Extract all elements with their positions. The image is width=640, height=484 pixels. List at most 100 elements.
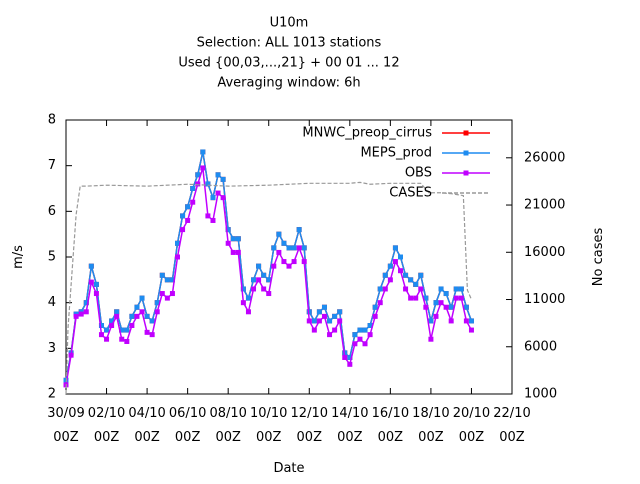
point (316, 318, 322, 324)
x-tick-label: 20/10 00Z (453, 406, 490, 445)
point (164, 295, 170, 301)
point (185, 217, 191, 223)
point (327, 318, 333, 324)
point (169, 277, 175, 283)
x-tick-label: 08/10 00Z (209, 406, 246, 445)
point (83, 300, 89, 306)
point (109, 323, 115, 328)
point (104, 336, 110, 342)
point (316, 309, 322, 315)
point (433, 313, 439, 319)
point (362, 327, 368, 333)
point (180, 227, 186, 233)
point (418, 272, 424, 278)
point (134, 313, 140, 319)
x-tick-label: 02/10 00Z (88, 406, 125, 445)
point (403, 286, 409, 292)
point (139, 309, 145, 315)
point (215, 190, 221, 196)
point (443, 291, 449, 297)
point (190, 199, 196, 205)
point (382, 286, 388, 292)
point (225, 227, 231, 233)
point (261, 272, 267, 278)
point (423, 304, 429, 310)
point (276, 249, 282, 255)
point (109, 318, 115, 324)
point (311, 318, 317, 324)
point (276, 231, 282, 237)
legend-label: MNWC_preop_cirrus (302, 126, 432, 141)
point (169, 291, 175, 297)
point (392, 259, 398, 265)
x-tick-label: 22/10 00Z (493, 406, 530, 445)
x-tick-label: 12/10 00Z (291, 406, 328, 445)
point (210, 217, 216, 223)
point (362, 341, 368, 347)
point (398, 254, 403, 260)
point (377, 286, 383, 292)
point (256, 277, 262, 283)
x-axis-label: Date (273, 461, 304, 476)
point (220, 176, 226, 182)
point (438, 286, 444, 292)
point (175, 254, 180, 260)
point (413, 281, 419, 287)
legend-label: MEPS_prod (360, 146, 432, 161)
point (418, 286, 424, 292)
point (453, 295, 459, 301)
point (93, 281, 99, 287)
point (256, 263, 262, 269)
point (367, 332, 373, 338)
point (458, 286, 464, 292)
point (98, 323, 104, 328)
point (468, 318, 474, 324)
point (159, 272, 165, 278)
point (104, 327, 110, 333)
point (306, 318, 312, 324)
point (78, 311, 84, 317)
series-line (65, 181, 473, 395)
point (327, 332, 333, 338)
point (387, 263, 393, 269)
y2-tick-label: 6000 (524, 339, 557, 354)
point (245, 295, 251, 301)
point (408, 295, 414, 301)
point (367, 323, 373, 328)
point (281, 240, 287, 246)
legend-marker (463, 170, 469, 176)
point (347, 361, 353, 367)
y-tick-label: 4 (48, 295, 56, 310)
point (149, 318, 155, 324)
legend-marker (463, 150, 469, 156)
point (245, 309, 251, 315)
point (114, 309, 120, 315)
point (291, 245, 297, 251)
y2-tick-label: 21000 (524, 198, 565, 213)
point (413, 295, 419, 301)
point (271, 263, 277, 269)
point (463, 318, 469, 324)
point (73, 313, 79, 319)
point (321, 313, 327, 319)
point (398, 268, 403, 274)
point (98, 332, 104, 338)
point (124, 338, 130, 344)
point (372, 304, 378, 310)
point (195, 172, 201, 178)
point (159, 291, 165, 297)
point (347, 354, 353, 360)
point (119, 327, 125, 333)
point (119, 336, 125, 342)
point (423, 295, 429, 301)
y2-tick-label: 11000 (524, 292, 565, 307)
y2-tick-label: 16000 (524, 245, 565, 260)
point (129, 323, 135, 328)
y-tick-label: 8 (48, 113, 56, 128)
point (190, 186, 196, 191)
point (149, 332, 155, 338)
point (235, 249, 241, 255)
point (321, 304, 327, 310)
point (205, 181, 211, 187)
